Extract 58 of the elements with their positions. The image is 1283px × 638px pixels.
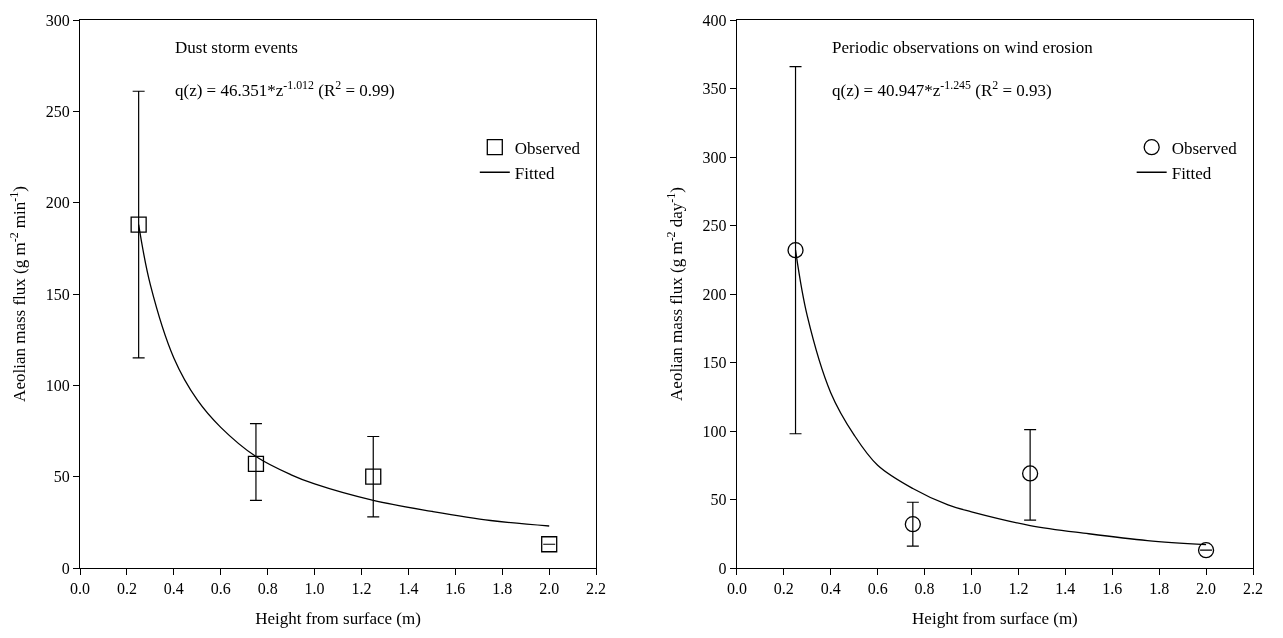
x-tick-label: 1.2 <box>351 580 372 598</box>
y-tick-label: 50 <box>53 468 70 486</box>
x-tick-label: 0.6 <box>867 580 888 598</box>
x-tick-label: 0.4 <box>820 580 841 598</box>
x-tick-label: 0.2 <box>773 580 794 598</box>
x-tick-label: 1.4 <box>398 580 419 598</box>
y-tick-label: 300 <box>45 11 70 29</box>
x-tick-label: 1.8 <box>1149 580 1170 598</box>
point <box>130 216 147 233</box>
y-tick-label: 200 <box>702 285 727 303</box>
x-tick-label: 1.8 <box>492 580 513 598</box>
x-tick-label: 0.0 <box>726 580 747 598</box>
x-tick-label: 1.2 <box>1008 580 1029 598</box>
y-tick-label: 200 <box>45 194 70 212</box>
x-axis-title: Height from surface (m) <box>912 608 1078 628</box>
legend-label: Fitted <box>514 163 555 183</box>
x-tick-label: 2.0 <box>539 580 560 598</box>
y-tick-label: 50 <box>710 491 727 509</box>
point <box>247 455 265 473</box>
annotation: q(z) = 46.351*z$^{-1.012}$ (R$^{2}$ = 0.99) <box>175 78 395 101</box>
x-tick-label: 0.0 <box>70 580 90 598</box>
annotation: Periodic observations on wind erosion <box>832 38 1094 57</box>
legend-label: Observed <box>1171 138 1238 158</box>
y-tick-label: 150 <box>702 354 727 372</box>
y-tick-label: 0 <box>61 559 70 577</box>
x-tick-label: 1.0 <box>304 580 325 598</box>
x-tick-label: 0.2 <box>116 580 137 598</box>
y-tick-label: 100 <box>702 422 727 440</box>
x-tick-label: 0.8 <box>914 580 935 598</box>
legend-label: Observed <box>514 138 581 158</box>
x-tick-label: 1.6 <box>445 580 466 598</box>
point <box>787 242 804 259</box>
y-tick-label: 0 <box>718 559 727 577</box>
point <box>1197 542 1215 559</box>
x-tick-label: 2.2 <box>586 580 607 598</box>
y-tick-label: 300 <box>702 148 727 166</box>
point <box>904 516 921 533</box>
annotation: Dust storm events <box>175 38 298 57</box>
y-tick-label: 400 <box>702 11 727 29</box>
x-tick-label: 2.0 <box>1196 580 1217 598</box>
point <box>365 468 382 485</box>
x-tick-label: 1.0 <box>961 580 982 598</box>
x-tick-label: 0.6 <box>210 580 231 598</box>
y-tick-label: 250 <box>702 217 727 235</box>
annotation: q(z) = 40.947*z$^{-1.245}$ (R$^{2}$ = 0.93) <box>832 78 1052 101</box>
x-axis-title: Height from surface (m) <box>255 608 421 628</box>
point <box>541 536 558 553</box>
y-tick-label: 150 <box>45 285 70 303</box>
y-tick-label: 350 <box>702 80 727 98</box>
x-tick-label: 0.4 <box>163 580 184 598</box>
legend-label: Fitted <box>1171 163 1212 183</box>
x-tick-label: 1.6 <box>1102 580 1123 598</box>
y-tick-label: 100 <box>45 376 70 394</box>
x-tick-label: 0.8 <box>257 580 278 598</box>
point <box>1021 465 1039 482</box>
y-tick-label: 250 <box>45 102 70 120</box>
x-tick-label: 1.4 <box>1055 580 1076 598</box>
x-tick-label: 2.2 <box>1243 580 1263 598</box>
